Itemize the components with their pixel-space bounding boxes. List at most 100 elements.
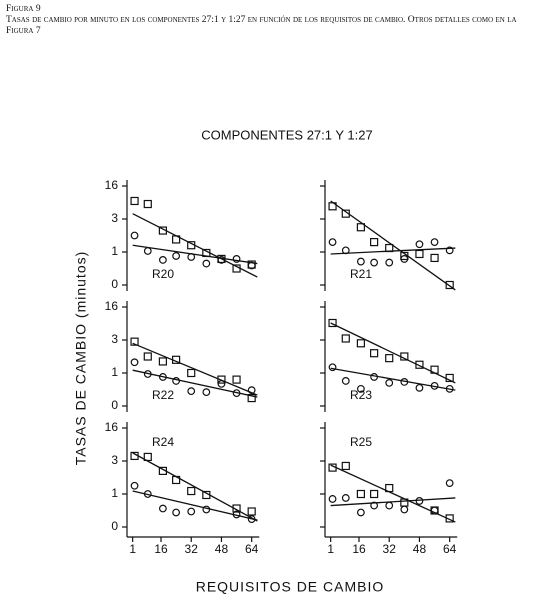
circle-point bbox=[202, 259, 211, 268]
square-point bbox=[130, 337, 139, 346]
y-axis-label: TASAS DE CAMBIO (minutos) bbox=[73, 251, 89, 466]
x-tick-label: 48 bbox=[413, 542, 427, 556]
circle-point bbox=[415, 240, 424, 249]
x-tick-label: 16 bbox=[352, 542, 366, 556]
circle-point bbox=[217, 256, 226, 264]
circle-point bbox=[130, 481, 139, 490]
y-tick-label: 1 bbox=[111, 244, 118, 258]
circle-point bbox=[370, 501, 379, 510]
circle-point bbox=[385, 258, 394, 267]
fit-line bbox=[330, 200, 456, 291]
x-tick-label: 1 bbox=[129, 542, 136, 556]
square-point bbox=[143, 352, 152, 361]
circle-point bbox=[445, 479, 454, 488]
circle-point bbox=[247, 386, 256, 395]
chart-title: COMPONENTES 27:1 Y 1:27 bbox=[201, 127, 372, 142]
fit-line bbox=[330, 247, 456, 255]
fit-line bbox=[330, 367, 456, 391]
caption-text: Tasas de cambio por minuto en los compon… bbox=[6, 15, 517, 36]
square-point bbox=[445, 280, 454, 290]
circle-point bbox=[328, 238, 337, 247]
circle-point bbox=[385, 501, 394, 510]
x-tick-label: 32 bbox=[185, 542, 199, 556]
circle-point bbox=[385, 379, 394, 387]
square-point bbox=[370, 489, 379, 499]
square-point bbox=[370, 349, 379, 358]
square-point bbox=[415, 360, 424, 369]
circle-point bbox=[430, 506, 439, 515]
y-tick-label: 3 bbox=[111, 211, 118, 225]
panel-label: R24 bbox=[152, 435, 174, 449]
y-tick-label: 3 bbox=[111, 453, 118, 467]
circle-point bbox=[341, 494, 350, 502]
square-point bbox=[187, 368, 196, 378]
circle-point bbox=[232, 255, 241, 263]
panel-label: R23 bbox=[350, 388, 372, 402]
circle-point bbox=[172, 252, 181, 260]
square-point bbox=[187, 486, 196, 496]
circle-point bbox=[400, 505, 409, 514]
square-point bbox=[356, 339, 365, 348]
fit-line bbox=[330, 464, 456, 523]
square-point bbox=[341, 334, 350, 343]
circle-point bbox=[445, 246, 454, 255]
square-point bbox=[217, 375, 226, 384]
circle-point bbox=[356, 508, 365, 517]
y-tick-label: 0 bbox=[111, 519, 118, 533]
y-tick-label: 16 bbox=[105, 178, 119, 192]
square-point bbox=[158, 357, 167, 366]
circle-point bbox=[143, 247, 152, 255]
circle-point bbox=[202, 388, 211, 397]
square-point bbox=[130, 196, 139, 206]
circle-point bbox=[356, 384, 365, 393]
figure-number: Figura 9 bbox=[6, 4, 41, 14]
square-point bbox=[356, 489, 365, 499]
y-tick-label: 16 bbox=[105, 420, 119, 434]
x-axis-label: REQUISITOS DE CAMBIO bbox=[196, 579, 385, 595]
y-tick-label: 1 bbox=[111, 365, 118, 379]
fit-line bbox=[132, 244, 258, 265]
fit-line bbox=[132, 369, 258, 398]
y-tick-label: 0 bbox=[111, 398, 118, 412]
circle-point bbox=[356, 257, 365, 266]
fit-line bbox=[132, 490, 258, 521]
panel-label: R22 bbox=[152, 388, 174, 402]
circle-point bbox=[158, 256, 167, 264]
y-tick-label: 0 bbox=[111, 277, 118, 291]
circle-point bbox=[130, 231, 139, 240]
circle-point bbox=[400, 255, 409, 263]
fit-line bbox=[330, 322, 456, 384]
circle-point bbox=[187, 387, 196, 396]
circle-point bbox=[217, 379, 226, 388]
circle-point bbox=[130, 358, 139, 367]
fit-line bbox=[132, 213, 258, 278]
square-point bbox=[341, 461, 350, 471]
x-tick-label: 16 bbox=[154, 542, 168, 556]
circle-point bbox=[370, 373, 379, 381]
circle-point bbox=[430, 238, 439, 247]
square-point bbox=[232, 375, 241, 384]
fit-line bbox=[330, 497, 456, 507]
fit-line bbox=[132, 342, 258, 396]
x-tick-label: 64 bbox=[245, 542, 259, 556]
y-tick-label: 1 bbox=[111, 486, 118, 500]
square-point bbox=[356, 223, 365, 232]
x-tick-label: 64 bbox=[443, 542, 457, 556]
y-tick-label: 3 bbox=[111, 332, 118, 346]
square-point bbox=[415, 249, 424, 259]
panel-label: R21 bbox=[350, 267, 372, 281]
circle-point bbox=[415, 383, 424, 392]
x-tick-label: 1 bbox=[327, 542, 334, 556]
circle-point bbox=[158, 504, 167, 513]
fit-line bbox=[132, 452, 258, 522]
square-point bbox=[430, 253, 439, 263]
x-tick-label: 32 bbox=[383, 542, 397, 556]
square-point bbox=[328, 318, 337, 328]
square-point bbox=[143, 199, 152, 209]
y-tick-label: 16 bbox=[105, 299, 119, 313]
square-point bbox=[247, 393, 256, 403]
circle-point bbox=[341, 377, 350, 385]
circle-point bbox=[328, 363, 337, 372]
x-tick-label: 48 bbox=[215, 542, 229, 556]
